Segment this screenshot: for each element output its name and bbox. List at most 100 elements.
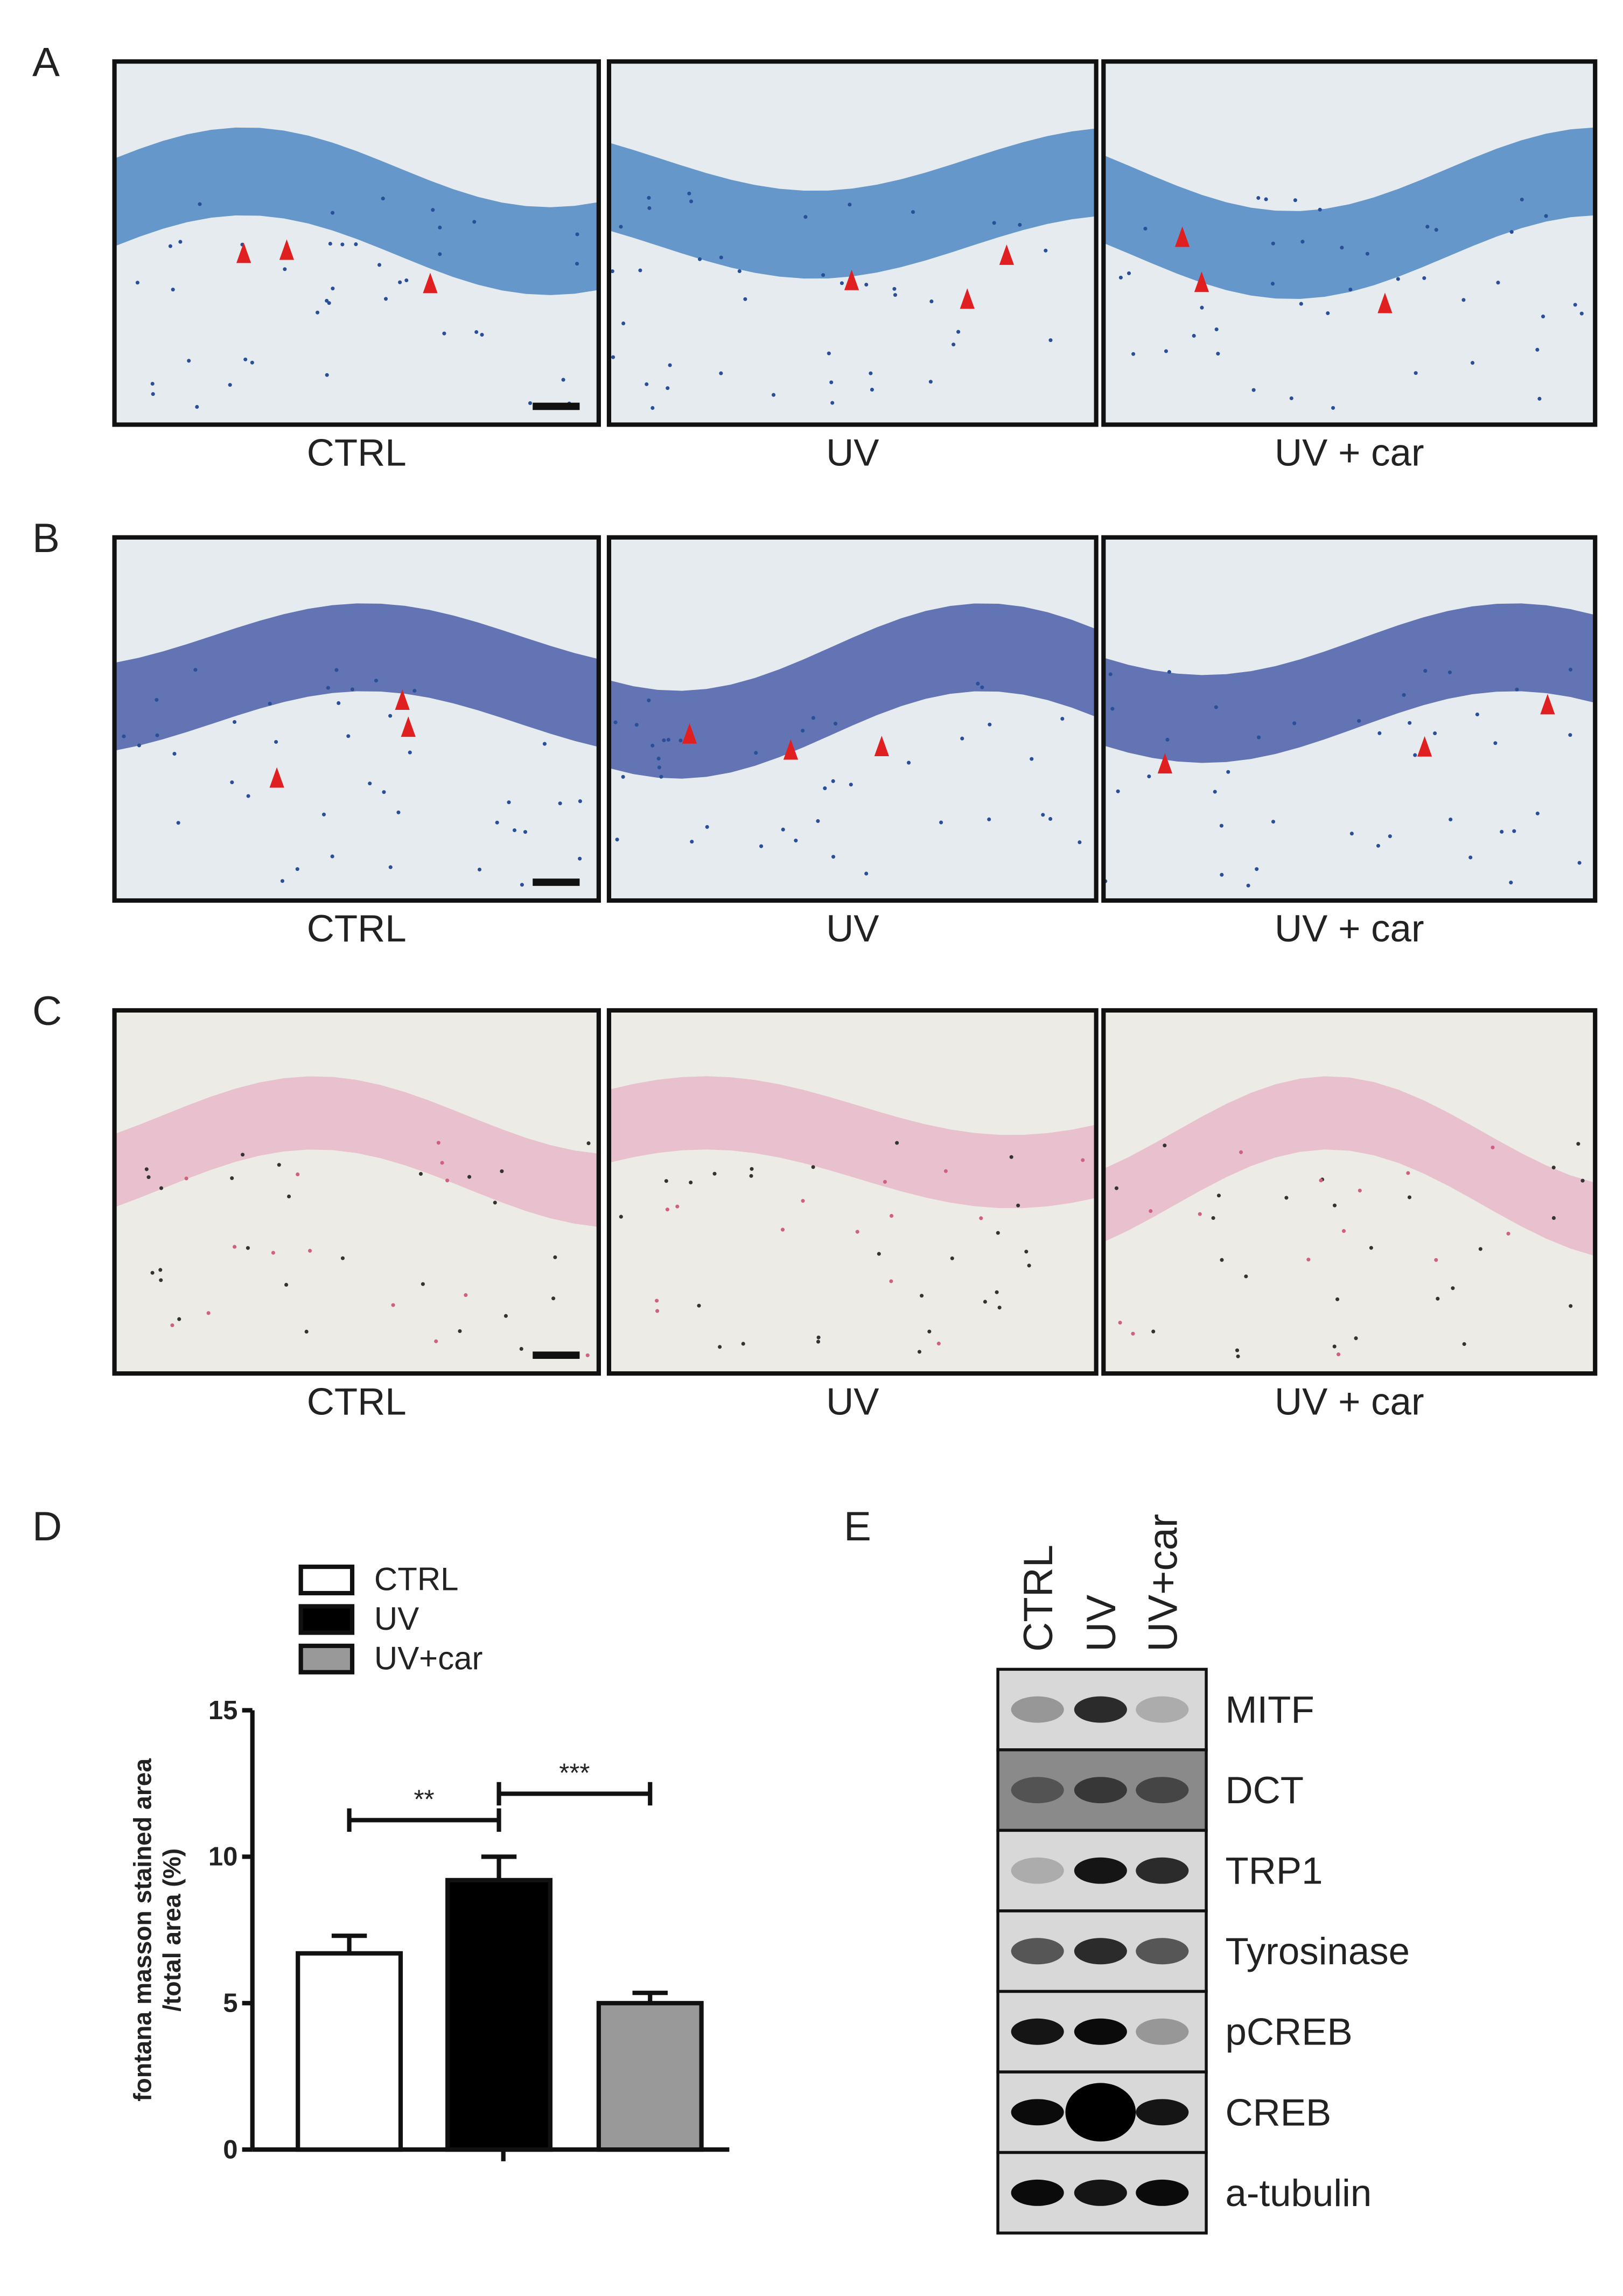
caption: UV + car bbox=[1275, 431, 1424, 474]
cell bbox=[1236, 1354, 1240, 1358]
cell bbox=[178, 240, 183, 244]
cell bbox=[889, 1279, 893, 1283]
cell bbox=[829, 380, 834, 385]
cell bbox=[610, 269, 614, 274]
cell bbox=[151, 392, 155, 396]
band bbox=[1136, 1777, 1189, 1804]
cell bbox=[1048, 816, 1053, 821]
cell bbox=[811, 1165, 815, 1169]
y-axis-label: /total area (%) bbox=[158, 1848, 186, 2012]
micrograph-frame bbox=[112, 59, 601, 427]
cell bbox=[1318, 207, 1322, 212]
cell bbox=[749, 1174, 753, 1178]
cell bbox=[495, 820, 499, 825]
cell bbox=[611, 355, 615, 359]
cell bbox=[1211, 1216, 1215, 1220]
cell bbox=[864, 871, 869, 876]
cell bbox=[1425, 225, 1430, 229]
cell bbox=[1319, 1178, 1323, 1183]
band bbox=[1011, 1696, 1064, 1723]
cell bbox=[638, 268, 642, 273]
cell bbox=[1436, 1296, 1440, 1301]
arrowhead bbox=[682, 723, 697, 744]
cell bbox=[551, 1296, 556, 1301]
cell bbox=[1349, 832, 1354, 836]
cell bbox=[1496, 281, 1500, 285]
significance-bracket bbox=[496, 1782, 653, 1806]
cell bbox=[657, 765, 661, 770]
cell bbox=[834, 722, 838, 726]
cell bbox=[621, 774, 625, 779]
cell bbox=[1271, 241, 1275, 246]
cell bbox=[1151, 1329, 1156, 1334]
cell bbox=[474, 330, 479, 334]
cell bbox=[382, 790, 386, 794]
cell bbox=[268, 702, 272, 706]
cell bbox=[586, 1141, 591, 1146]
cell bbox=[634, 723, 639, 727]
arrowhead bbox=[874, 735, 889, 757]
y-axis-label: fontana masson stained area bbox=[129, 1758, 157, 2102]
cell bbox=[1515, 687, 1519, 692]
epidermis bbox=[1103, 603, 1596, 763]
cell bbox=[1018, 222, 1022, 227]
cell bbox=[1377, 731, 1382, 735]
caption: UV bbox=[826, 431, 879, 474]
band bbox=[1011, 1777, 1064, 1804]
cell bbox=[889, 1213, 894, 1218]
cell bbox=[1396, 277, 1400, 281]
cell bbox=[146, 1175, 151, 1180]
lane-label: UV+car bbox=[1140, 1514, 1186, 1652]
cell bbox=[295, 867, 299, 871]
row-label: MITF bbox=[1225, 1688, 1314, 1731]
cell bbox=[1289, 396, 1293, 401]
cell bbox=[155, 697, 159, 702]
epidermis bbox=[1103, 1076, 1596, 1256]
arrowhead bbox=[1377, 292, 1393, 313]
cell bbox=[1270, 282, 1275, 286]
cell bbox=[960, 736, 964, 741]
cell bbox=[666, 386, 670, 390]
epidermis bbox=[608, 128, 1096, 279]
cell bbox=[158, 1268, 163, 1272]
epidermis bbox=[114, 603, 599, 751]
band bbox=[1136, 1857, 1189, 1884]
cell bbox=[122, 734, 126, 738]
y-tick-label: 10 bbox=[208, 1843, 238, 1872]
cell bbox=[271, 1251, 275, 1255]
cell bbox=[1468, 855, 1473, 860]
cell bbox=[585, 1353, 590, 1357]
cell bbox=[436, 1141, 440, 1145]
cell bbox=[1576, 1142, 1580, 1146]
cell bbox=[1423, 669, 1428, 673]
arrowhead bbox=[999, 244, 1015, 265]
micrograph-frame bbox=[1101, 535, 1598, 903]
cell bbox=[1147, 774, 1151, 779]
cell bbox=[1357, 718, 1361, 723]
significance-label: ** bbox=[414, 1785, 434, 1815]
cell bbox=[920, 1294, 924, 1298]
scale-bar bbox=[533, 878, 580, 886]
cell bbox=[155, 733, 159, 737]
band bbox=[1074, 1696, 1127, 1723]
cell bbox=[144, 1167, 149, 1171]
cell bbox=[1569, 667, 1573, 672]
cell bbox=[864, 282, 869, 287]
cell bbox=[687, 191, 691, 196]
cell bbox=[346, 734, 351, 738]
cell bbox=[647, 196, 651, 200]
cell bbox=[1167, 670, 1171, 674]
cell bbox=[719, 371, 723, 375]
cell bbox=[503, 1314, 508, 1318]
micrograph-frame bbox=[112, 1008, 601, 1376]
caption: UV bbox=[826, 907, 879, 950]
cell bbox=[1365, 252, 1369, 256]
cell bbox=[1257, 735, 1261, 739]
cell bbox=[1164, 349, 1169, 353]
cell bbox=[1408, 721, 1412, 725]
cell bbox=[759, 844, 764, 848]
cell bbox=[296, 1172, 300, 1176]
cell bbox=[1271, 820, 1276, 824]
cell bbox=[374, 679, 379, 683]
band bbox=[1011, 1857, 1064, 1884]
